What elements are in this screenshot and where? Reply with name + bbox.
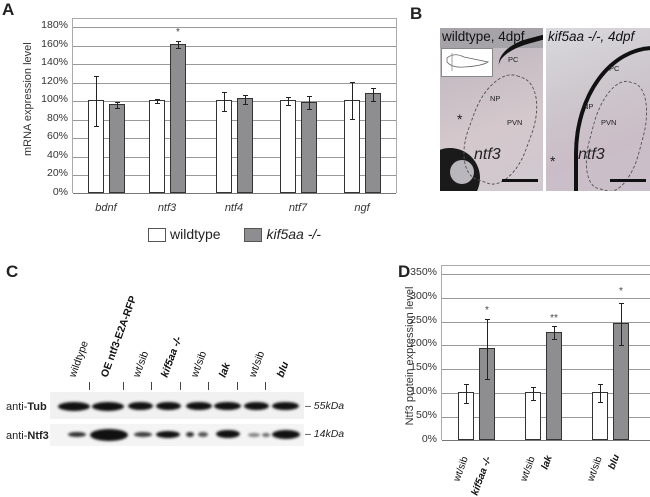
lane-label: blu — [274, 360, 292, 379]
panel-a-plot-area: * — [72, 18, 397, 194]
lane-label: lak — [216, 361, 233, 379]
bar-ntf3-kif5aa — [170, 44, 186, 193]
y-tick: 300% — [410, 290, 437, 302]
blot-row-label-ntf3: anti-Ntf3 — [6, 430, 49, 442]
western-blot-ntf3 — [50, 424, 304, 446]
panel-d-plot-area: * ** * — [441, 265, 650, 441]
label-ntf3: ntf3 — [578, 146, 605, 163]
legend-label-wildtype: wildtype — [170, 226, 221, 242]
x-label: ntf3 — [157, 202, 177, 214]
blot-row-label-tub: anti-Tub — [6, 401, 47, 413]
y-tick: 140% — [41, 56, 68, 68]
panel-d-y-axis-label: Ntf3 protein expression level — [404, 286, 416, 426]
bar-bdnf-kif5aa — [109, 104, 125, 193]
y-tick: 0% — [52, 186, 68, 198]
x-label: kif5aa -/- — [469, 455, 494, 497]
x-label: blu — [606, 453, 623, 471]
bar-ntf7-kif5aa — [301, 102, 317, 193]
y-tick: 160% — [41, 37, 68, 50]
significance-star: * — [176, 27, 180, 38]
lane-label: wt/sib — [246, 349, 268, 379]
mw-marker-14: – 14kDa — [305, 428, 345, 440]
significance-star: * — [485, 305, 489, 316]
panel-a-legend: wildtype kif5aa -/- — [148, 226, 321, 243]
x-label: ntf7 — [288, 202, 308, 214]
bar-ntf4-wildtype — [216, 100, 232, 193]
legend-swatch-wildtype — [148, 228, 166, 243]
panel-c-label: C — [6, 262, 19, 281]
micrograph-title: wildtype, 4dpf — [442, 29, 525, 44]
y-tick: 0% — [421, 433, 437, 445]
scale-bar — [610, 179, 646, 182]
y-tick: 100% — [410, 385, 437, 397]
y-tick: 100% — [41, 93, 68, 105]
label-np: NP — [583, 102, 594, 111]
fish-inset-icon — [441, 48, 493, 77]
x-label: ngf — [354, 202, 370, 214]
panel-b-label: B — [410, 4, 423, 23]
x-label: wt/sib — [585, 455, 605, 483]
y-tick: 150% — [410, 361, 437, 373]
bar-ngf-kif5aa — [365, 93, 381, 193]
lane-label: wildtype — [66, 339, 91, 379]
lane-label: wt/sib — [188, 349, 210, 379]
y-tick: 60% — [46, 130, 68, 142]
bar-lak — [546, 332, 562, 440]
y-tick: 180% — [41, 19, 68, 31]
panel-a-label: A — [2, 0, 15, 19]
mw-marker-55: – 55kDa — [305, 400, 345, 412]
legend-swatch-kif5aa — [244, 228, 263, 243]
label-pc: PC — [609, 64, 620, 73]
y-tick: 350% — [410, 266, 437, 278]
label-pvn: PVN — [507, 118, 523, 127]
x-label: wt/sib — [518, 455, 538, 483]
micrograph-kif5aa: kif5aa -/-, 4dpf PC NP PVN * ntf3 — [546, 28, 650, 191]
micrograph-title: kif5aa -/-, 4dpf — [548, 29, 635, 44]
bar-ntf4-kif5aa — [237, 98, 253, 193]
lane-label: kif5aa -/- — [158, 334, 185, 379]
y-tick: 40% — [46, 148, 68, 161]
y-tick: 250% — [410, 314, 437, 326]
scale-bar — [502, 179, 538, 182]
y-tick: 120% — [41, 74, 68, 87]
x-label: bdnf — [95, 202, 117, 214]
label-pvn: PVN — [601, 118, 617, 127]
y-tick: 20% — [46, 167, 68, 179]
significance-star: ** — [550, 313, 558, 324]
label-pc: PC — [508, 55, 519, 64]
significance-star: * — [619, 286, 623, 297]
bar-ntf7-wildtype — [280, 100, 296, 193]
lane-label: wt/sib — [130, 349, 152, 379]
marker-star: * — [457, 111, 463, 127]
y-tick: 50% — [415, 409, 437, 421]
legend-label-kif5aa: kif5aa -/- — [266, 226, 321, 242]
western-blot-tub — [50, 392, 304, 419]
panel-d-label: D — [398, 262, 411, 281]
x-label: lak — [539, 454, 555, 471]
label-ntf3: ntf3 — [474, 146, 501, 163]
micrograph-wildtype: wildtype, 4dpf PC NP PVN * ntf3 — [440, 28, 543, 191]
label-np: NP — [490, 94, 501, 103]
y-tick: 200% — [410, 337, 437, 349]
bar-ntf3-wildtype — [149, 100, 165, 193]
marker-star: * — [550, 153, 556, 169]
y-tick: 80% — [46, 111, 68, 124]
x-label: wt/sib — [451, 455, 471, 483]
x-label: ntf4 — [224, 202, 244, 214]
